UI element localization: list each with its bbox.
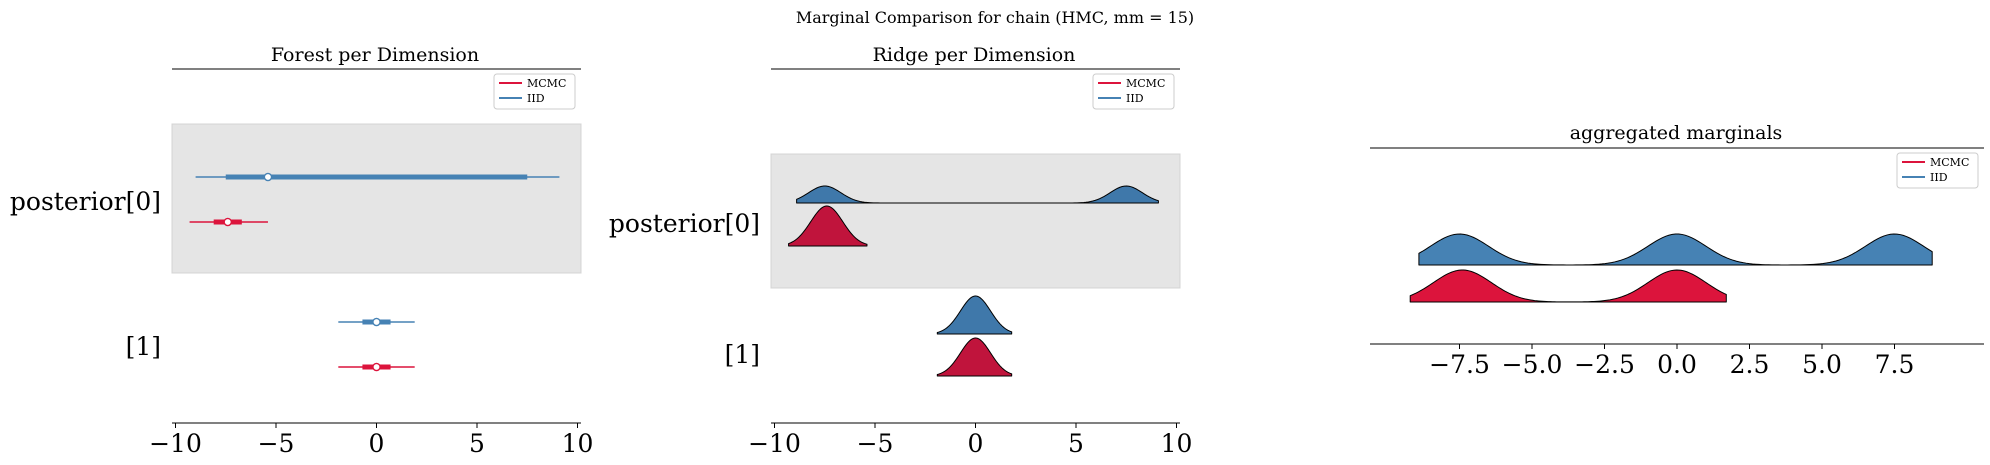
- forest-x-ticks: −10 −5 0 5 10: [149, 423, 593, 458]
- aggregated-x-tick-label-0: −7.5: [1429, 350, 1490, 379]
- forest-legend-mcmc-label: MCMC: [527, 77, 566, 90]
- ridge-x-tick-label-0: −10: [748, 429, 801, 458]
- forest-row-label-0: posterior[0]: [10, 187, 161, 216]
- aggregated-legend-iid-label: IID: [1930, 171, 1948, 184]
- aggregated-legend-mcmc-label: MCMC: [1930, 156, 1969, 169]
- aggregated-panel: aggregated marginals −7.5 −5.0 −2.5 0.0 2.5 5…: [1370, 122, 1984, 379]
- aggregated-x-tick-label-1: −5.0: [1502, 350, 1563, 379]
- ridge-legend-iid-label: IID: [1126, 92, 1144, 105]
- forest-x-tick-label-3: 5: [469, 429, 485, 458]
- forest-iid-row1-median: [372, 317, 381, 327]
- forest-title: Forest per Dimension: [271, 44, 479, 66]
- ridge-iid-row1-density: [936, 295, 1013, 335]
- ridge-marks: [788, 185, 1159, 377]
- forest-panel: Forest per Dimension posterior[0] [1] −1…: [10, 44, 594, 458]
- aggregated-mcmc-density: [1409, 269, 1727, 303]
- ridge-iid-row0-density: [796, 185, 1159, 204]
- ridge-x-tick-label-2: 0: [968, 429, 984, 458]
- aggregated-x-tick-label-3: 0.0: [1657, 350, 1697, 379]
- forest-mcmc-row0-median: [223, 217, 233, 227]
- forest-x-tick-label-2: 0: [369, 429, 385, 458]
- ridge-row-label-0: posterior[0]: [609, 209, 760, 238]
- ridge-x-tick-label-1: −5: [857, 429, 894, 458]
- ridge-x-ticks: −10 −5 0 5 10: [748, 423, 1192, 458]
- aggregated-x-tick-label-4: 2.5: [1730, 350, 1770, 379]
- aggregated-x-tick-label-5: 5.0: [1802, 350, 1842, 379]
- forest-mcmc-row1-median: [372, 362, 381, 372]
- aggregated-iid-density: [1418, 233, 1933, 266]
- forest-x-tick-label-0: −10: [149, 429, 202, 458]
- forest-iid-row0-median: [263, 172, 273, 182]
- forest-legend-iid-label: IID: [527, 92, 545, 105]
- aggregated-title: aggregated marginals: [1570, 122, 1783, 144]
- ridge-title: Ridge per Dimension: [873, 44, 1076, 66]
- aggregated-x-tick-label-2: −2.5: [1574, 350, 1635, 379]
- forest-x-tick-label-1: −5: [258, 429, 295, 458]
- aggregated-marks: [1409, 233, 1933, 303]
- aggregated-x-ticks: −7.5 −5.0 −2.5 0.0 2.5 5.0 7.5: [1429, 344, 1914, 379]
- ridge-x-tick-label-4: 10: [1161, 429, 1193, 458]
- ridge-row-label-1: [1]: [725, 340, 760, 369]
- ridge-mcmc-row1-density: [936, 337, 1013, 377]
- aggregated-legend: MCMC IID: [1896, 152, 1979, 189]
- forest-x-tick-label-4: 10: [562, 429, 594, 458]
- forest-marks: [189, 172, 560, 372]
- ridge-panel: Ridge per Dimension posterior[0] [1] −10…: [609, 44, 1193, 458]
- figure-suptitle: Marginal Comparison for chain (HMC, mm =…: [796, 8, 1194, 27]
- aggregated-x-tick-label-6: 7.5: [1875, 350, 1915, 379]
- ridge-x-tick-label-3: 5: [1068, 429, 1084, 458]
- forest-row-band: [171, 123, 582, 274]
- forest-legend: MCMC IID: [493, 73, 576, 110]
- ridge-mcmc-row0-density: [788, 205, 868, 247]
- ridge-legend: MCMC IID: [1092, 73, 1175, 110]
- forest-row-label-1: [1]: [126, 332, 161, 361]
- ridge-legend-mcmc-label: MCMC: [1126, 77, 1165, 90]
